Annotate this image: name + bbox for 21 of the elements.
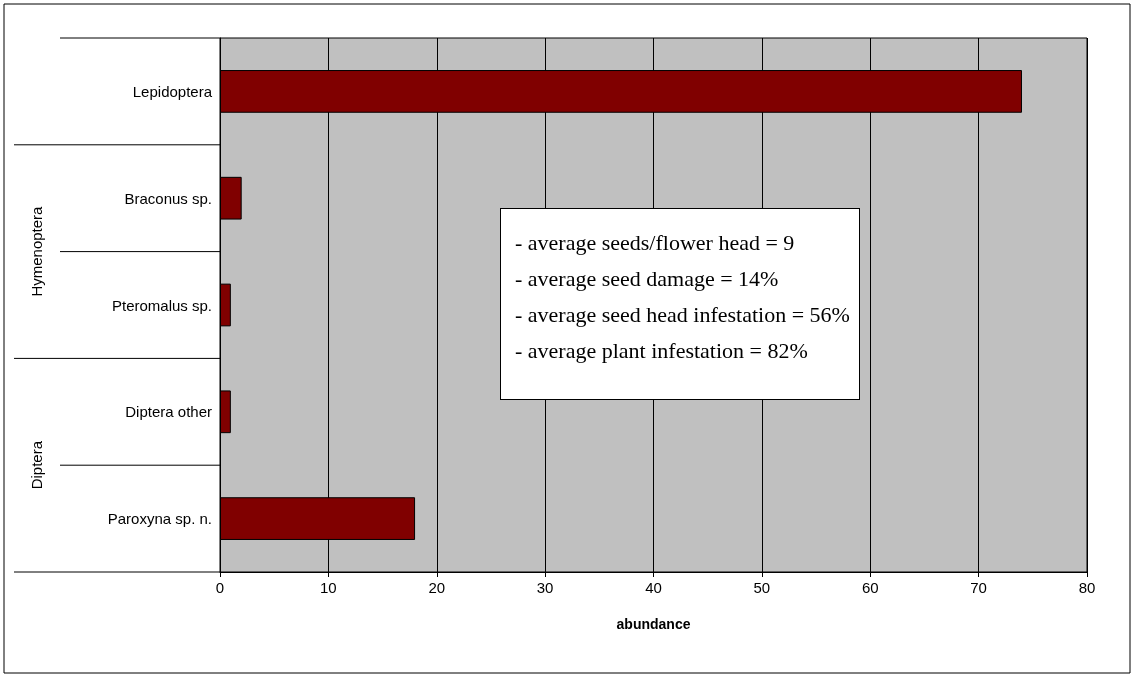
annotation: - average seed head infestation = 56%	[515, 301, 851, 329]
x-tick-label: 20	[428, 579, 446, 596]
y-tick-label: Pteromalus sp.	[111, 296, 212, 314]
x-tick-label: 30	[536, 579, 554, 596]
x-tick-label: 0	[215, 579, 225, 596]
annotation: - average seeds/flower head = 9	[515, 229, 796, 257]
y-tick-label: Diptera other	[125, 403, 212, 421]
y-tick-label: Paroxyna sp. n.	[107, 510, 212, 528]
x-tick-label: 70	[970, 579, 987, 596]
text: Hymenoptera	[27, 205, 45, 297]
x-tick-label: 40	[645, 579, 662, 596]
text: Diptera	[27, 440, 45, 490]
x-tick-label: 80	[1078, 579, 1096, 596]
y-tick-label: Braconus sp.	[124, 189, 212, 207]
x-tick-label: 50	[753, 579, 771, 596]
x-tick-label: 10	[320, 579, 337, 596]
annotation: - average seed damage = 14%	[515, 265, 780, 293]
y-tick-label: Lepidoptera	[132, 82, 213, 100]
x-tick-label: 60	[861, 579, 879, 596]
x-axis-title: abundance	[616, 616, 691, 632]
annotation: - average plant infestation = 82%	[515, 337, 809, 365]
